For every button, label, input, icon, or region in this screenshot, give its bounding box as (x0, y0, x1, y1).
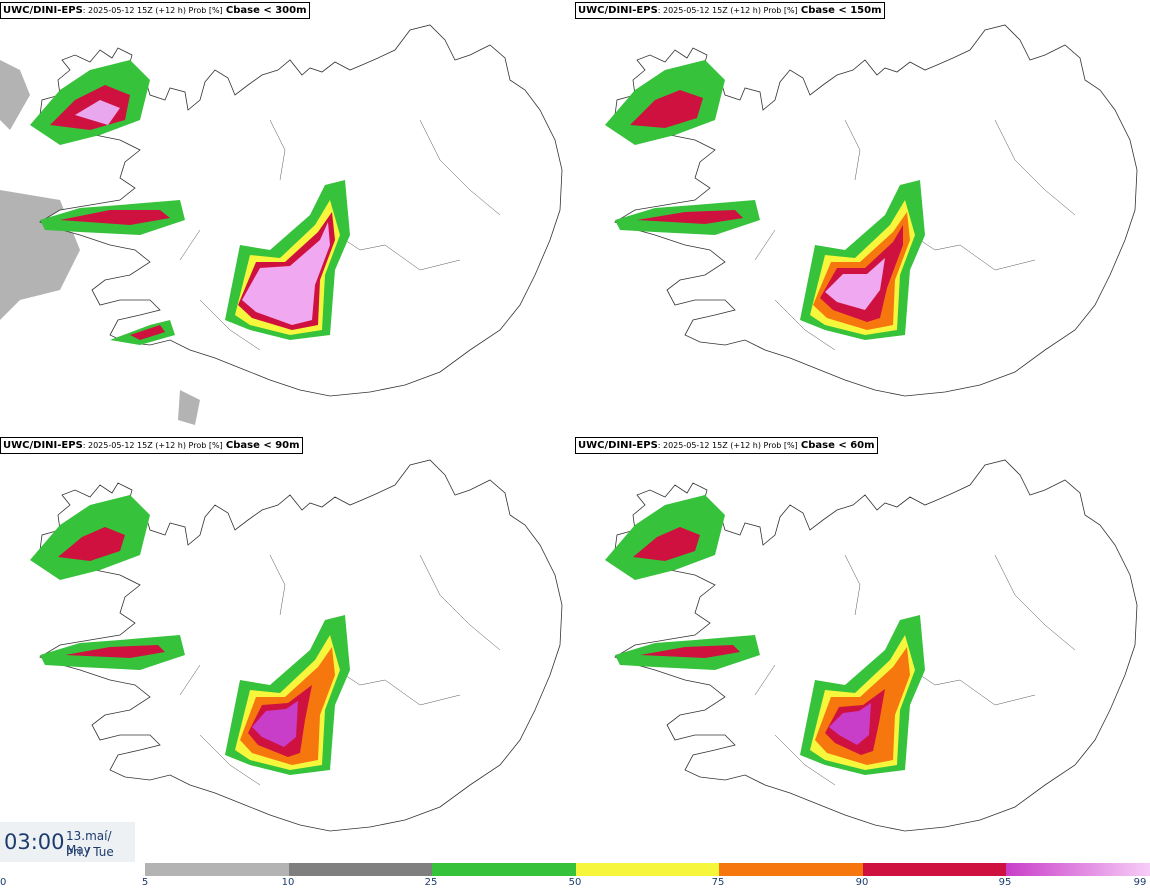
scale-tick: 50 (568, 877, 582, 888)
map-panel-150m: UWC/DINI-EPS: 2025-05-12 15Z (+12 h) Pro… (575, 0, 1150, 430)
model-name: UWC/DINI-EPS (3, 440, 83, 451)
run-info: : 2025-05-12 15Z (+12 h) Prob [%] (657, 6, 798, 15)
scale-segment-75-90 (719, 863, 863, 876)
panel-title: UWC/DINI-EPS: 2025-05-12 15Z (+12 h) Pro… (0, 437, 303, 454)
iceland-map (0, 24, 563, 425)
scale-tick: 5 (141, 877, 149, 888)
variable-label: Cbase < 150m (800, 5, 882, 16)
scale-tick: 10 (281, 877, 295, 888)
panel-title: UWC/DINI-EPS: 2025-05-12 15Z (+12 h) Pro… (575, 2, 885, 19)
scale-segment-10-25 (288, 863, 433, 876)
scale-tick: 99 (1133, 877, 1147, 888)
variable-label: Cbase < 300m (225, 5, 307, 16)
scale-segment-50-75 (575, 863, 720, 876)
color-scale-bar (145, 863, 1150, 876)
iceland-map (30, 459, 563, 832)
run-info: : 2025-05-12 15Z (+12 h) Prob [%] (82, 441, 223, 450)
scale-tick: 75 (711, 877, 725, 888)
run-info: : 2025-05-12 15Z (+12 h) Prob [%] (657, 441, 798, 450)
panel-title: UWC/DINI-EPS: 2025-05-12 15Z (+12 h) Pro… (0, 2, 310, 19)
map-panel-60m: UWC/DINI-EPS: 2025-05-12 15Z (+12 h) Pro… (575, 435, 1150, 865)
run-info: : 2025-05-12 15Z (+12 h) Prob [%] (82, 6, 223, 15)
variable-label: Cbase < 90m (225, 440, 300, 451)
valid-time-box: 03:00 13.maí/ May Þri./ Tue (0, 822, 135, 862)
iceland-map (605, 24, 1138, 397)
scale-segment-25-50 (432, 863, 576, 876)
panel-title: UWC/DINI-EPS: 2025-05-12 15Z (+12 h) Pro… (575, 437, 878, 454)
scale-tick: 25 (424, 877, 438, 888)
model-name: UWC/DINI-EPS (578, 440, 658, 451)
model-name: UWC/DINI-EPS (3, 5, 83, 16)
valid-date: 13.maí/ May (66, 829, 112, 857)
model-name: UWC/DINI-EPS (578, 5, 658, 16)
map-panel-300m: UWC/DINI-EPS: 2025-05-12 15Z (+12 h) Pro… (0, 0, 575, 430)
map-panel-90m: UWC/DINI-EPS: 2025-05-12 15Z (+12 h) Pro… (0, 435, 575, 865)
valid-time: 03:00 (4, 830, 65, 854)
color-scale-ticks: 0 5 10 25 50 75 90 95 99 (0, 877, 1150, 891)
valid-weekday: Þri./ Tue (66, 845, 114, 859)
scale-tick: 95 (998, 877, 1012, 888)
iceland-map (605, 459, 1138, 832)
scale-segment-5-10 (145, 863, 289, 876)
scale-tick: 90 (855, 877, 869, 888)
scale-tick: 0 (0, 877, 7, 888)
scale-segment-90-95 (862, 863, 1007, 876)
variable-label: Cbase < 60m (800, 440, 875, 451)
scale-segment-95-99 (1006, 863, 1150, 876)
